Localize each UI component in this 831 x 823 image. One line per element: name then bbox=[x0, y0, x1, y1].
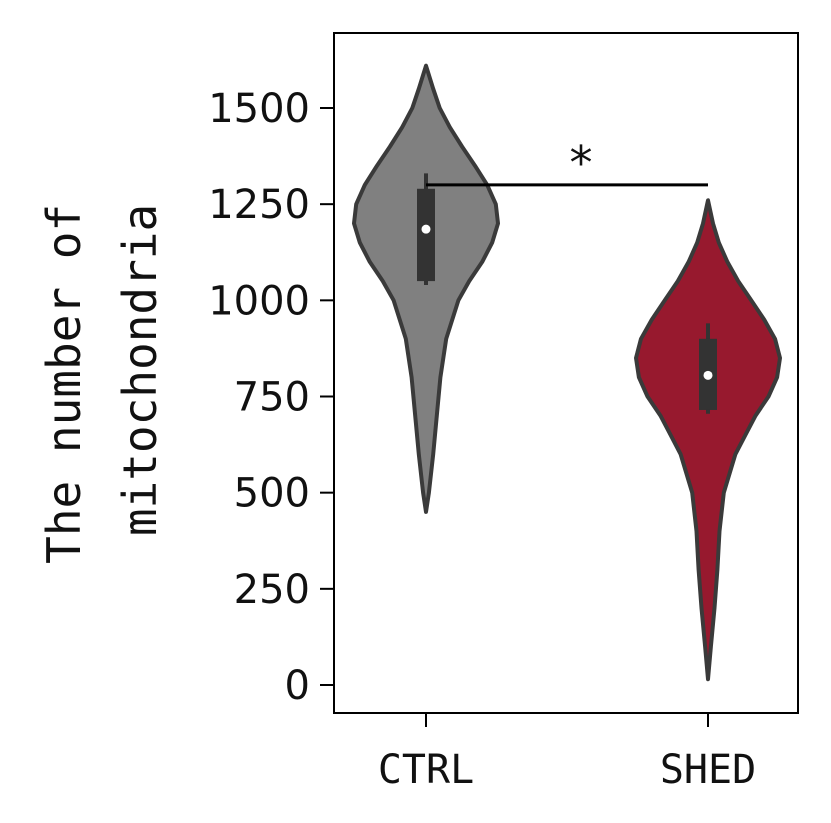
y-tick-label: 0 bbox=[285, 663, 310, 709]
y-axis-title-line-1: The number of bbox=[37, 204, 91, 564]
y-tick-label: 1500 bbox=[208, 86, 310, 132]
violin-ctrl bbox=[352, 63, 500, 514]
y-axis-title-line-2: mitochondria bbox=[113, 204, 167, 536]
violin-shed bbox=[634, 198, 782, 682]
y-tick-label: 750 bbox=[234, 375, 310, 421]
x-axis: CTRL SHED bbox=[378, 713, 756, 793]
y-tick-label: 250 bbox=[234, 567, 310, 613]
y-tick-label: 1250 bbox=[208, 182, 310, 228]
significance-annotation: * bbox=[426, 136, 708, 190]
x-tick-label-ctrl: CTRL bbox=[378, 747, 474, 793]
median-point-shed bbox=[703, 370, 713, 380]
y-axis-title: The number of mitochondria bbox=[37, 176, 167, 564]
x-tick-label-shed: SHED bbox=[660, 747, 756, 793]
iqr-box-ctrl bbox=[417, 188, 435, 282]
violins bbox=[352, 63, 782, 682]
plot-frame bbox=[333, 32, 799, 714]
y-tick-label: 500 bbox=[234, 471, 310, 517]
y-tick-label: 1000 bbox=[208, 278, 310, 324]
y-axis: 0 250 500 750 1000 1250 1500 bbox=[208, 86, 334, 709]
significance-label: * bbox=[570, 136, 593, 190]
median-point-ctrl bbox=[421, 224, 431, 234]
